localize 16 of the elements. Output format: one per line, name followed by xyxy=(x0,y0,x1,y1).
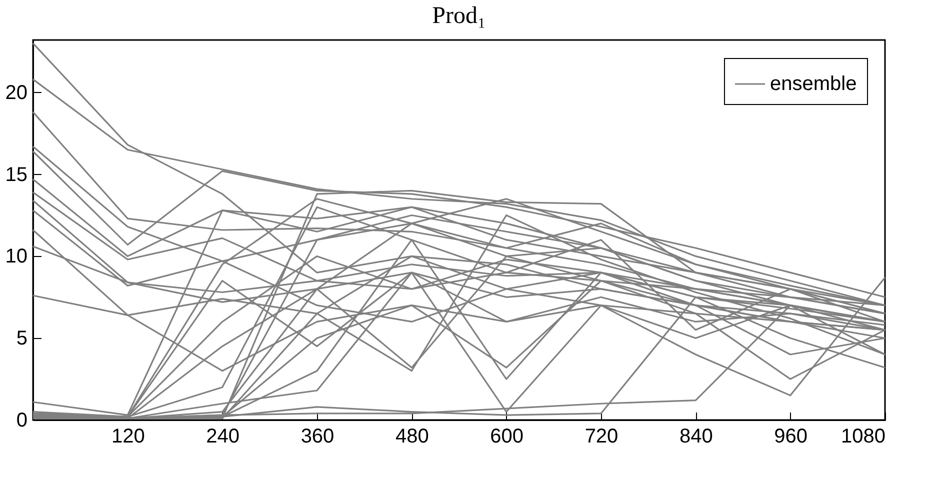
y-tick-label: 5 xyxy=(16,328,28,350)
x-tick-label: 960 xyxy=(774,426,808,448)
x-tick-label: 1080 xyxy=(841,426,886,448)
x-tick-label: 240 xyxy=(206,426,240,448)
y-tick-label: 0 xyxy=(16,410,28,432)
y-tick-label: 10 xyxy=(5,246,28,268)
x-tick-label: 600 xyxy=(490,426,524,448)
y-tick-label: 20 xyxy=(5,82,28,104)
x-tick-label: 840 xyxy=(679,426,713,448)
x-tick-label: 480 xyxy=(395,426,429,448)
legend-label: ensemble xyxy=(770,73,857,95)
chart-title: Prod₁ xyxy=(432,3,486,29)
y-tick-label: 15 xyxy=(5,164,28,186)
x-tick-label: 720 xyxy=(584,426,618,448)
x-tick-label: 120 xyxy=(111,426,145,448)
x-tick-label: 360 xyxy=(300,426,334,448)
